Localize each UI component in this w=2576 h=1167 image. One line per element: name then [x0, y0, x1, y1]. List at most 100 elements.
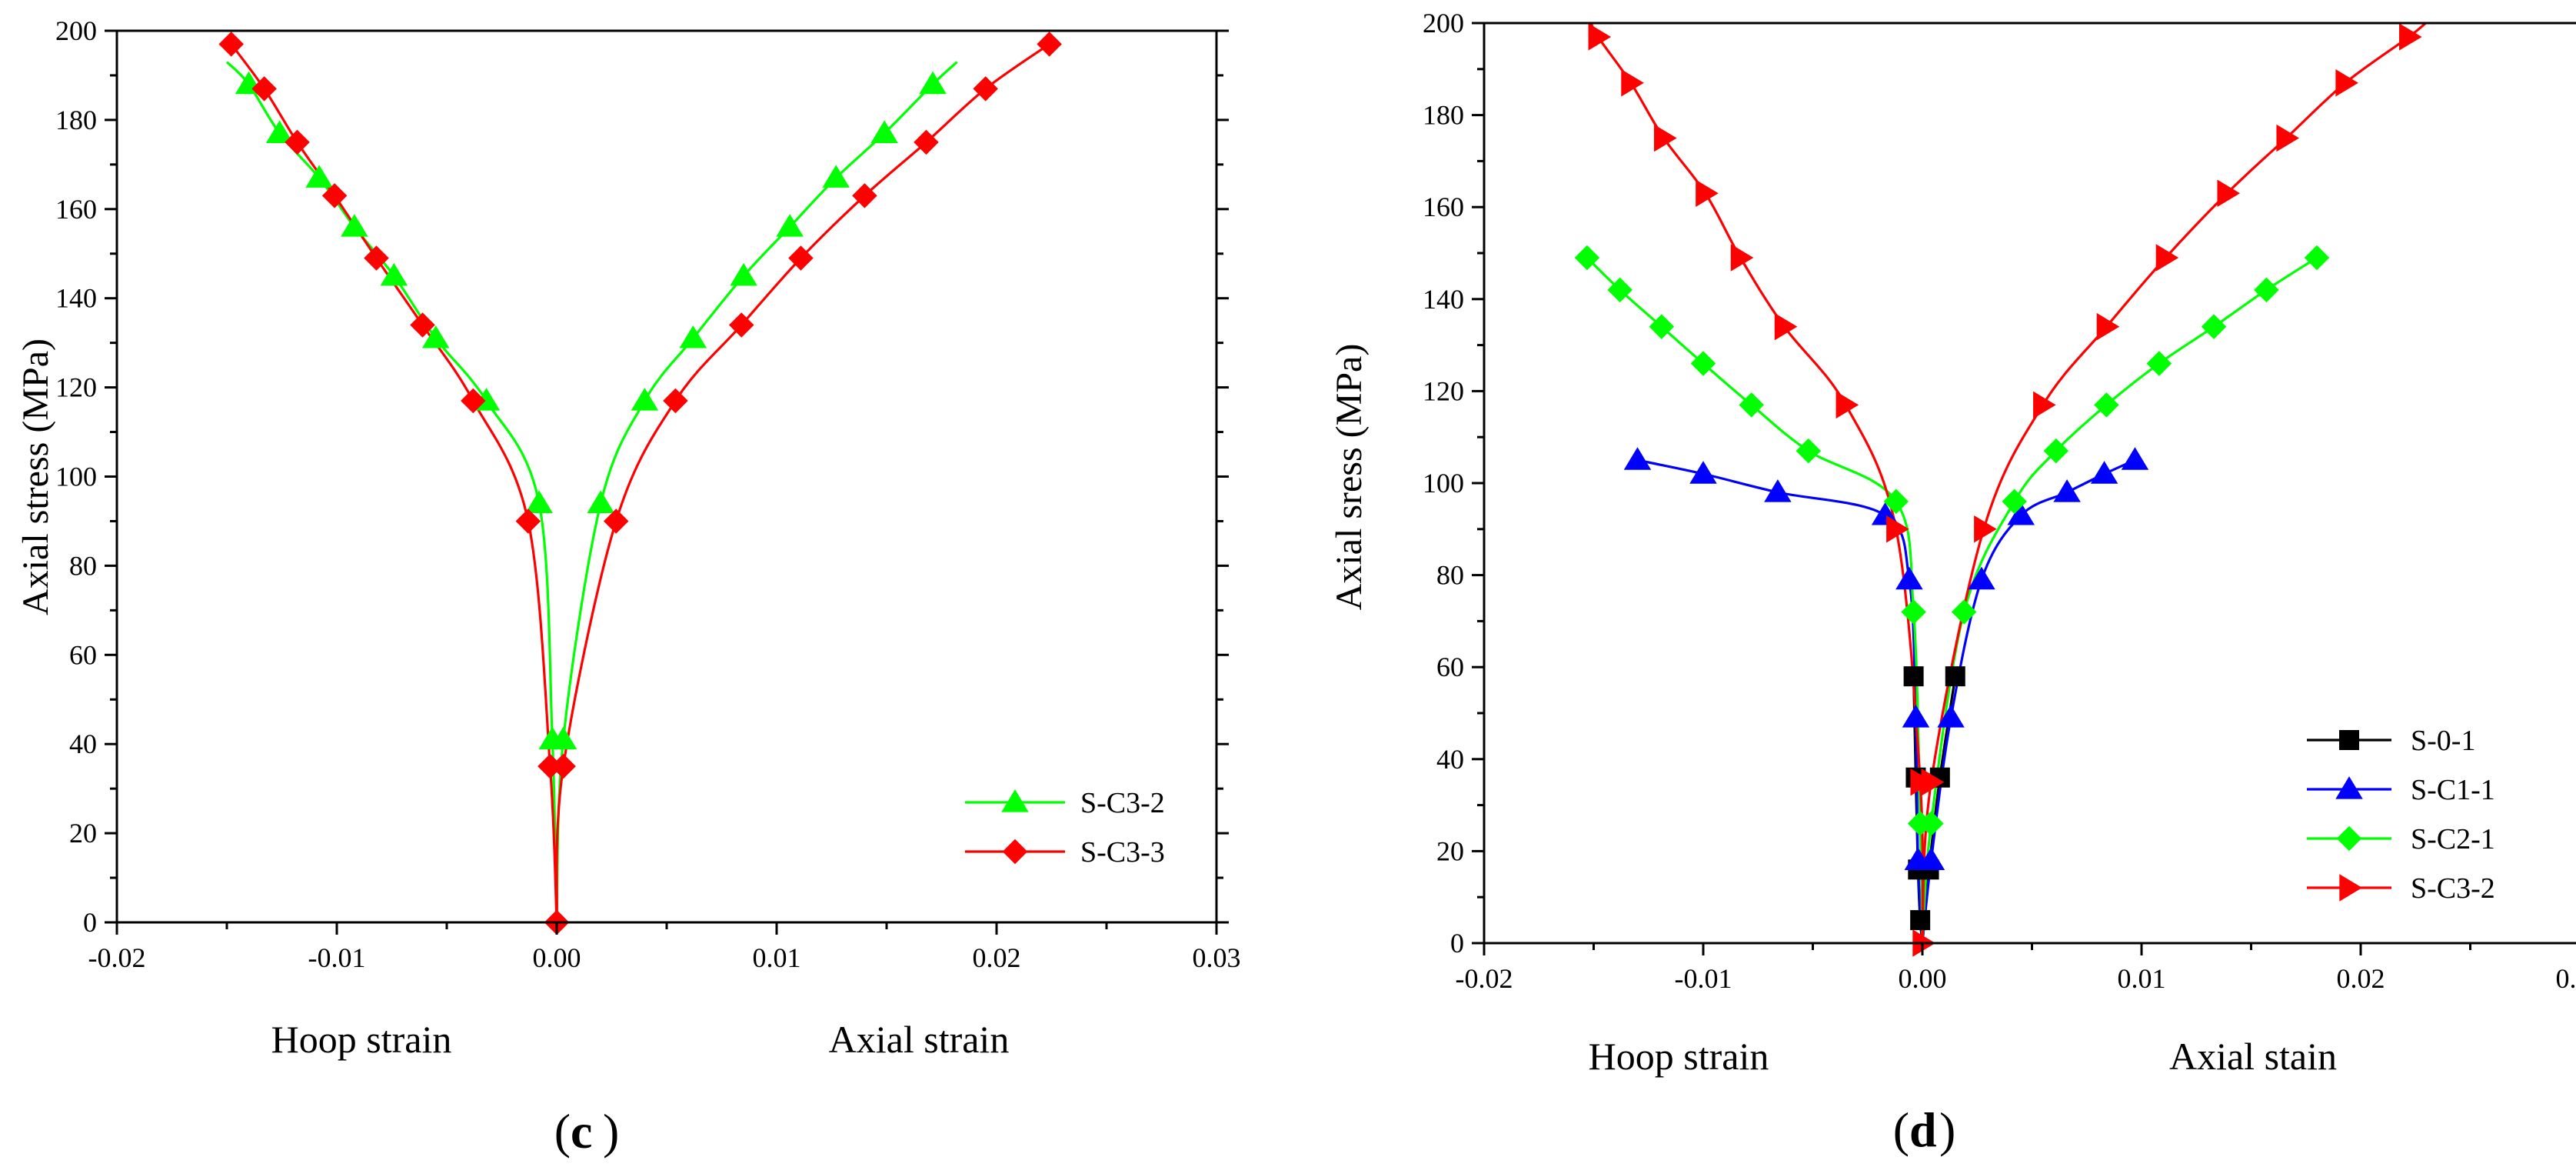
data-point-s-c3-2: [1621, 68, 1644, 97]
legend-marker: [2336, 825, 2362, 852]
data-point-s-c3-3: [515, 508, 541, 534]
legend: S-C3-2 S-C3-3: [965, 787, 1165, 869]
data-point-s-c3-3: [852, 183, 877, 208]
data-point-s-c1-1: [2121, 447, 2149, 470]
data-point-s-c3-2: [679, 325, 707, 348]
y-tick-label: 200: [1423, 8, 1464, 38]
axial-strain-label: Axial strain: [829, 1018, 1010, 1061]
y-tick-label: 140: [1423, 284, 1464, 315]
y-tick-label: 60: [1436, 652, 1464, 682]
series-markers: [1574, 23, 2422, 957]
series-line-s-c3-2-axial: [1921, 23, 2428, 943]
series-line-s-c3-3-axial: [555, 43, 1050, 922]
series-markers: [218, 32, 1062, 935]
svg-text:(: (: [554, 1104, 571, 1159]
data-point-s-c1-1: [1623, 447, 1652, 470]
data-point-s-c3-2: [870, 120, 898, 143]
data-point-s-c3-2: [1886, 515, 1909, 543]
data-point-s-c3-2: [776, 214, 804, 237]
y-tick-label: 80: [69, 550, 97, 581]
y-tick-label: 60: [69, 639, 97, 670]
data-point-s-c1-1: [2090, 461, 2118, 484]
panel-label-c: ( c ): [554, 1104, 620, 1159]
x-tick-label: 0.01: [2118, 963, 2166, 994]
legend-label: S-C3-2: [1080, 787, 1165, 819]
x-tick-label: 0.00: [1899, 963, 1947, 994]
data-point-s-c3-2: [919, 71, 947, 95]
y-tick-label: 160: [1423, 192, 1464, 222]
legend-label: S-C3-2: [2411, 872, 2495, 905]
y-axis-title: Axial sress (MPa): [1329, 344, 1370, 611]
data-point-s-c3-2: [1835, 391, 1859, 419]
y-tick-label: 40: [1436, 744, 1464, 775]
x-tick-label: 0.01: [753, 942, 801, 973]
series-line-s-c3-2-axial: [555, 61, 958, 922]
data-point-s-c3-2: [341, 214, 368, 237]
y-tick-label: 200: [55, 15, 97, 46]
data-point-s-c2-1: [2094, 392, 2119, 418]
series-line-s-c3-2-hoop: [225, 61, 558, 922]
data-point-s-c2-1: [1883, 488, 1909, 515]
panel-label-d: ( d ): [1893, 1102, 1956, 1157]
legend-label: S-0-1: [2411, 725, 2475, 757]
data-point-s-c2-1: [2201, 314, 2227, 339]
data-point-s-c3-2: [1730, 244, 1754, 272]
series-line-s-c2-1-axial: [1921, 256, 2318, 943]
data-point-s-0-1: [1945, 666, 1965, 687]
legend-marker: [2335, 776, 2363, 799]
svg-text:): ): [603, 1104, 619, 1159]
svg-text:): ): [1939, 1102, 1955, 1157]
data-point-s-c3-3: [973, 76, 998, 102]
data-point-s-c3-3: [251, 76, 277, 102]
axial-strain-label: Axial stain: [2169, 1035, 2337, 1078]
y-tick-label: 0: [83, 907, 97, 938]
x-tick-label: -0.01: [308, 942, 366, 973]
data-point-s-c1-1: [1937, 705, 1965, 728]
data-point-s-c2-1: [2043, 438, 2069, 464]
y-tick-label: 80: [1436, 560, 1464, 591]
data-point-s-c3-3: [788, 245, 814, 271]
data-point-s-c3-3: [410, 312, 435, 338]
legend-label: S-C2-1: [2411, 823, 2495, 855]
x-tick-label: -0.01: [1675, 963, 1732, 994]
y-tick-label: 120: [1423, 375, 1464, 406]
x-tick-label: 0.03: [1193, 942, 1241, 973]
y-tick-label: 160: [55, 194, 97, 225]
data-point-s-c3-2: [2399, 23, 2422, 51]
legend-marker: [1002, 839, 1028, 865]
data-point-s-c2-1: [1919, 811, 1944, 836]
data-point-s-c3-2: [2276, 124, 2299, 152]
data-point-s-c2-1: [1649, 314, 1675, 339]
data-point-s-c3-2: [2033, 391, 2056, 419]
data-point-s-c3-3: [364, 245, 389, 271]
data-point-s-c3-2: [822, 165, 850, 188]
data-point-s-c3-2: [1774, 312, 1798, 341]
series-line-s-c2-1-hoop: [1586, 256, 1924, 943]
y-tick-label: 40: [69, 729, 97, 759]
data-point-s-c2-1: [2304, 245, 2330, 271]
data-point-s-c3-3: [663, 388, 688, 414]
y-tick-label: 120: [55, 372, 97, 403]
legend-label: S-C1-1: [2411, 774, 2495, 806]
data-point-s-c2-1: [1739, 392, 1764, 418]
data-point-s-c2-1: [1796, 438, 1822, 464]
legend-marker: [2339, 874, 2362, 902]
svg-text:d: d: [1909, 1102, 1937, 1157]
x-tick-label: 0.03: [2556, 963, 2576, 994]
data-point-s-c2-1: [1901, 599, 1926, 625]
svg-text:c: c: [571, 1104, 592, 1159]
data-point-s-c3-2: [1654, 124, 1677, 152]
hoop-strain-label: Hoop strain: [271, 1018, 452, 1061]
data-point-s-c3-2: [549, 726, 577, 750]
data-point-s-c3-2: [631, 388, 659, 411]
data-point-s-c3-3: [537, 753, 563, 779]
data-point-s-c3-3: [321, 183, 348, 208]
data-point-s-c3-2: [1921, 768, 1945, 796]
data-point-s-c3-3: [551, 753, 576, 779]
data-point-s-c1-1: [1764, 479, 1792, 502]
data-point-s-c3-3: [1037, 32, 1062, 57]
data-point-s-c2-1: [2002, 488, 2027, 515]
y-tick-label: 180: [55, 105, 97, 135]
data-point-s-0-1: [1903, 666, 1924, 687]
data-point-s-c3-2: [2217, 179, 2241, 208]
